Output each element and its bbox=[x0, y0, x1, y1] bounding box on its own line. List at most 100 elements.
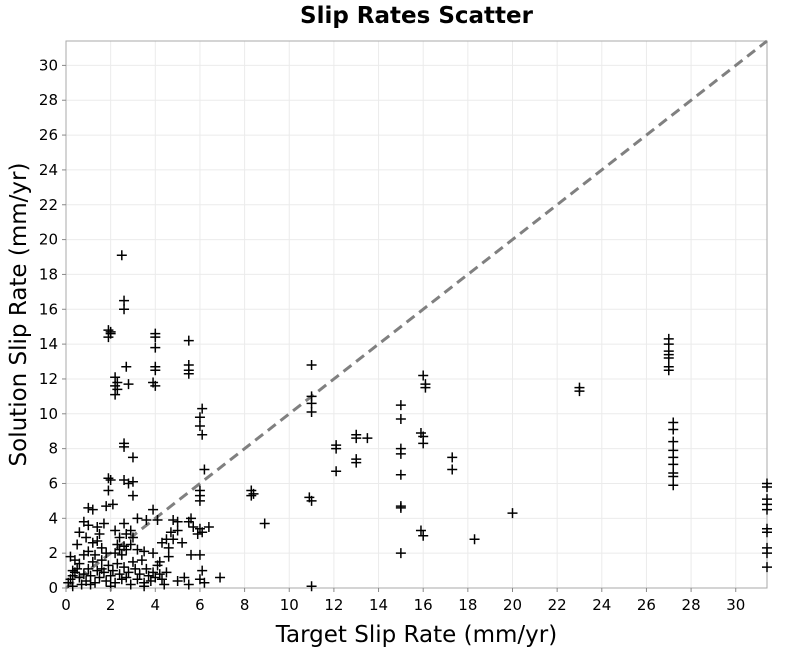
data-point bbox=[415, 525, 426, 536]
data-point bbox=[668, 471, 679, 482]
data-point bbox=[92, 565, 103, 576]
data-point bbox=[418, 438, 429, 449]
x-tick-label: 0 bbox=[61, 596, 71, 614]
data-point bbox=[96, 555, 107, 566]
data-point bbox=[130, 563, 141, 574]
data-point bbox=[351, 433, 362, 444]
data-point bbox=[116, 549, 127, 560]
data-point bbox=[148, 504, 159, 515]
x-tick-label: 20 bbox=[503, 596, 522, 614]
data-point bbox=[197, 565, 208, 576]
data-point bbox=[107, 499, 118, 510]
data-point bbox=[150, 380, 161, 391]
data-point bbox=[127, 490, 138, 501]
data-point bbox=[183, 335, 194, 346]
data-point bbox=[197, 429, 208, 440]
data-point bbox=[132, 513, 143, 524]
x-tick-label: 12 bbox=[324, 596, 343, 614]
data-point bbox=[246, 490, 257, 501]
y-tick-label: 30 bbox=[39, 56, 58, 74]
data-point bbox=[395, 414, 406, 425]
data-point bbox=[96, 563, 107, 574]
data-point bbox=[116, 250, 127, 261]
data-point bbox=[447, 452, 458, 463]
y-tick-label: 28 bbox=[39, 91, 58, 109]
data-point bbox=[136, 555, 147, 566]
data-point bbox=[134, 569, 145, 580]
data-point bbox=[127, 452, 138, 463]
data-point bbox=[74, 527, 85, 538]
x-tick-label: 2 bbox=[106, 596, 116, 614]
data-point bbox=[192, 528, 203, 539]
data-point bbox=[469, 534, 480, 545]
data-point bbox=[197, 527, 208, 538]
data-point bbox=[105, 474, 116, 485]
data-point bbox=[194, 412, 205, 423]
data-point bbox=[141, 563, 152, 574]
data-point bbox=[101, 576, 112, 587]
data-point bbox=[203, 522, 214, 533]
grid bbox=[65, 41, 767, 589]
data-point bbox=[98, 518, 109, 529]
data-point bbox=[90, 549, 101, 560]
data-point bbox=[119, 562, 130, 573]
x-tick-label: 16 bbox=[414, 596, 433, 614]
data-point bbox=[762, 562, 772, 573]
y-tick-label: 20 bbox=[39, 231, 58, 249]
data-point bbox=[351, 457, 362, 468]
y-tick-label: 2 bbox=[48, 544, 58, 562]
data-point bbox=[194, 549, 205, 560]
data-point bbox=[179, 572, 190, 583]
x-tick-label: 28 bbox=[682, 596, 701, 614]
data-point bbox=[72, 539, 83, 550]
data-point bbox=[85, 579, 96, 590]
x-tick-label: 24 bbox=[592, 596, 611, 614]
data-point bbox=[161, 534, 172, 545]
data-point bbox=[87, 556, 98, 567]
data-point bbox=[420, 382, 431, 393]
data-point bbox=[92, 535, 103, 546]
data-point bbox=[94, 572, 105, 583]
data-point bbox=[306, 581, 317, 592]
data-point bbox=[139, 546, 150, 557]
data-point bbox=[762, 527, 772, 538]
data-point bbox=[331, 443, 342, 454]
data-point bbox=[150, 332, 161, 343]
data-point bbox=[197, 403, 208, 414]
data-point bbox=[101, 501, 112, 512]
data-point bbox=[74, 558, 85, 569]
y-tick-label: 0 bbox=[48, 579, 58, 597]
x-tick-label: 6 bbox=[195, 596, 205, 614]
data-point bbox=[159, 579, 170, 590]
data-point bbox=[161, 567, 172, 578]
data-point bbox=[119, 441, 130, 452]
data-point bbox=[103, 560, 114, 571]
data-point bbox=[663, 365, 674, 376]
data-point bbox=[87, 504, 98, 515]
y-tick-label: 18 bbox=[39, 265, 58, 283]
data-point bbox=[668, 436, 679, 447]
data-point bbox=[259, 518, 270, 529]
data-point bbox=[83, 563, 94, 574]
data-point bbox=[114, 569, 125, 580]
data-point bbox=[123, 379, 134, 390]
data-point bbox=[112, 558, 123, 569]
data-point bbox=[121, 361, 132, 372]
data-points bbox=[63, 250, 772, 592]
y-tick-label: 24 bbox=[39, 161, 58, 179]
y-tick-label: 26 bbox=[39, 126, 58, 144]
data-point bbox=[668, 480, 679, 491]
data-point bbox=[152, 515, 163, 526]
data-point bbox=[668, 424, 679, 435]
data-point bbox=[83, 546, 94, 557]
x-axis-title: Target Slip Rate (mm/yr) bbox=[275, 622, 557, 648]
data-point bbox=[194, 420, 205, 431]
data-point bbox=[194, 495, 205, 506]
data-point bbox=[762, 481, 772, 492]
data-point bbox=[121, 528, 132, 539]
data-point bbox=[183, 516, 194, 527]
y-tick-label: 16 bbox=[39, 300, 58, 318]
data-point bbox=[114, 532, 125, 543]
x-tick-label: 10 bbox=[280, 596, 299, 614]
